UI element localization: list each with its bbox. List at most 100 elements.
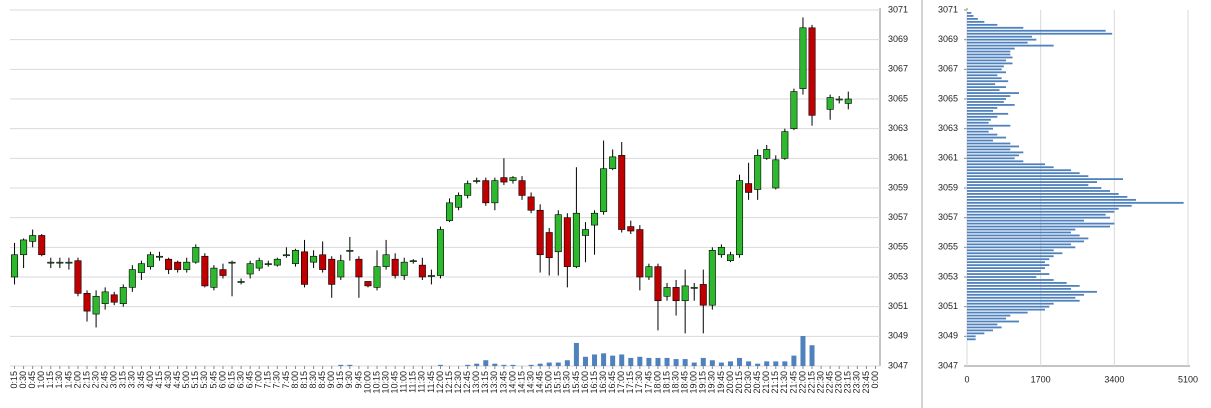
volume-bar xyxy=(755,363,761,366)
candle-body xyxy=(110,294,118,303)
bar xyxy=(967,213,1106,216)
bar xyxy=(967,287,1071,290)
x-tick-label: 3:45 xyxy=(136,371,146,389)
x-tick-label: 13:00 xyxy=(471,371,481,394)
candle-body xyxy=(736,180,744,256)
bar xyxy=(967,320,1019,323)
x-tick-label: 6:30 xyxy=(235,371,245,389)
bar xyxy=(967,47,1015,50)
bar xyxy=(967,142,1011,145)
bar xyxy=(967,302,1054,305)
x-tick-label: 2:30 xyxy=(90,371,100,389)
candle-body xyxy=(455,195,463,208)
volume-bar xyxy=(791,355,797,366)
candle-body xyxy=(563,217,571,267)
candle-body xyxy=(373,266,381,288)
x-tick-label: 0:30 xyxy=(18,371,28,389)
candle-body xyxy=(690,287,698,289)
x-tick-label: 5:45 xyxy=(208,371,218,389)
candle-body xyxy=(264,263,272,265)
x-tick-label: 16:00 xyxy=(580,371,590,394)
volume-bar xyxy=(582,356,588,366)
x-tick-label: 20:45 xyxy=(752,371,762,394)
bar xyxy=(967,20,985,23)
bar xyxy=(967,196,1128,198)
candle-body xyxy=(355,258,363,278)
bar xyxy=(967,231,1071,234)
volume-bar xyxy=(510,364,516,366)
bar xyxy=(967,323,998,326)
y-tick-label: 3053 xyxy=(938,271,958,281)
x-tick-label: 15:00 xyxy=(544,371,554,394)
candle-body xyxy=(418,264,426,278)
volume-bar xyxy=(483,360,489,366)
volume-bar xyxy=(673,359,679,366)
x-tick-label: 19:00 xyxy=(689,371,699,394)
bar xyxy=(967,190,1110,192)
x-tick-label: 11:15 xyxy=(408,371,418,393)
bar xyxy=(967,127,993,130)
candle-body xyxy=(174,261,182,270)
candle-body xyxy=(572,212,580,267)
volume-bar xyxy=(646,357,652,366)
volume-bar xyxy=(465,364,471,366)
bar xyxy=(967,104,1015,106)
y-tick-label: 3063 xyxy=(938,123,958,133)
bar xyxy=(967,270,1041,272)
candle-body xyxy=(319,254,327,270)
x-tick-label: 3400 xyxy=(1104,374,1124,384)
x-tick-label: 10:30 xyxy=(380,371,390,394)
candle-body xyxy=(382,254,390,267)
x-tick-label: 6:45 xyxy=(245,371,255,389)
bar xyxy=(967,299,1080,302)
bar xyxy=(967,59,1006,62)
candle-body xyxy=(681,285,689,302)
candle-body xyxy=(482,180,490,204)
candle-body xyxy=(74,260,82,294)
candle-body xyxy=(192,247,200,263)
candle-body xyxy=(29,235,37,242)
volume-bar xyxy=(746,361,752,366)
x-tick-label: 16:15 xyxy=(589,371,599,394)
candle-body xyxy=(518,180,526,196)
bar xyxy=(967,133,998,136)
bar xyxy=(967,243,1071,246)
bar xyxy=(967,338,976,341)
bar xyxy=(967,23,998,26)
bar xyxy=(967,169,1071,172)
volume-bar xyxy=(555,362,561,366)
bar xyxy=(967,308,1045,311)
x-tick-label: 23:30 xyxy=(852,371,862,394)
bar xyxy=(967,246,1076,249)
y-tick-label: 3071 xyxy=(888,4,908,14)
bar xyxy=(967,148,1011,151)
volume-bar xyxy=(573,342,579,366)
y-tick-label: 3057 xyxy=(888,212,908,222)
candle-body xyxy=(400,261,408,276)
x-tick-label: 22:15 xyxy=(806,371,816,394)
bar xyxy=(967,107,998,109)
candle-body xyxy=(763,149,771,159)
candle-body xyxy=(310,255,318,263)
candle-body xyxy=(409,260,417,262)
bar xyxy=(967,222,1115,225)
bar xyxy=(967,249,1054,252)
bar xyxy=(967,89,1000,91)
x-tick-label: 11:30 xyxy=(417,371,427,393)
x-tick-label: 4:15 xyxy=(154,371,164,389)
y-tick-label: 3047 xyxy=(888,360,908,370)
bar xyxy=(967,240,1084,243)
x-tick-label: 23:15 xyxy=(843,371,853,394)
x-tick-label: 13:45 xyxy=(498,371,508,394)
volume-bar xyxy=(700,357,706,366)
x-tick-label: 6:15 xyxy=(226,371,236,389)
bar xyxy=(967,204,1132,207)
x-tick-label: 16:30 xyxy=(598,371,608,394)
bar xyxy=(967,74,998,77)
volume-bar xyxy=(727,361,733,366)
candle-body xyxy=(101,291,109,305)
volume-bar xyxy=(718,362,724,366)
x-tick-label: 0:45 xyxy=(27,371,37,389)
candle-body xyxy=(754,155,762,190)
